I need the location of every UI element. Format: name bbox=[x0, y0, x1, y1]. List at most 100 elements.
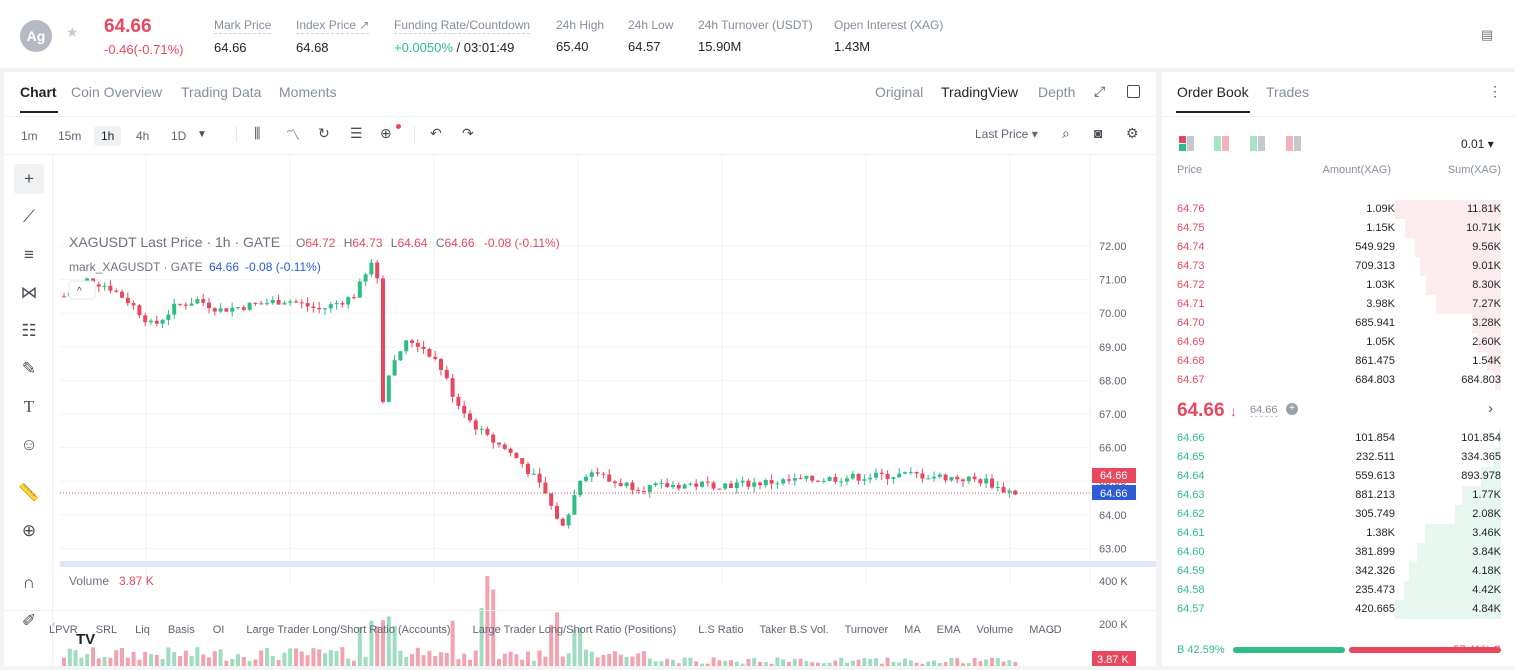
view-bids-icon[interactable] bbox=[1250, 136, 1266, 151]
text-tool-icon[interactable]: T bbox=[23, 397, 35, 416]
tab-moments[interactable]: Moments bbox=[279, 84, 337, 100]
view-original[interactable]: Original bbox=[875, 84, 924, 100]
ask-row[interactable]: 64.73 709.313 9.01K bbox=[1162, 257, 1515, 276]
indicator-item[interactable]: LPVR bbox=[49, 624, 78, 636]
ask-row[interactable]: 64.70 685.941 3.28K bbox=[1162, 314, 1515, 333]
collapse-legend-button[interactable] bbox=[68, 280, 96, 300]
volume-bar bbox=[62, 657, 66, 666]
bid-row[interactable]: 64.65 232.511 334.365 bbox=[1162, 448, 1515, 467]
tab-chart[interactable]: Chart bbox=[20, 84, 57, 100]
timeframe-15m[interactable]: 15m bbox=[58, 129, 82, 143]
indicator-item[interactable]: Large Trader Long/Short Ratio (Positions… bbox=[472, 624, 677, 636]
bid-row[interactable]: 64.66 101.854 101.854 bbox=[1162, 429, 1515, 448]
bid-row[interactable]: 64.58 235.473 4.42K bbox=[1162, 581, 1515, 600]
timeframe-1m[interactable]: 1m bbox=[21, 129, 38, 143]
view-tradingview[interactable]: TradingView bbox=[941, 84, 1019, 100]
indicator-item[interactable]: MACD bbox=[1029, 624, 1062, 636]
indicator-item[interactable]: SRL bbox=[95, 624, 118, 636]
ask-row[interactable]: 64.71 3.98K 7.27K bbox=[1162, 295, 1515, 314]
price-type-select[interactable]: Last Price ▾ bbox=[975, 127, 1038, 141]
view-depth[interactable]: Depth bbox=[1038, 84, 1076, 100]
view-both-icon[interactable] bbox=[1179, 136, 1195, 151]
price-chart[interactable]: 72.0071.0070.0069.0068.0067.0066.0065.00… bbox=[4, 154, 1156, 666]
timeframe-dropdown-icon[interactable]: ▼ bbox=[197, 129, 207, 140]
tab-order-book[interactable]: Order Book bbox=[1177, 84, 1249, 100]
indicator-item[interactable]: EMA bbox=[936, 624, 961, 636]
ask-row[interactable]: 64.68 861.475 1.54K bbox=[1162, 352, 1515, 371]
view-bids-asks-icon[interactable] bbox=[1214, 136, 1230, 151]
candle bbox=[943, 474, 948, 481]
search-icon[interactable]: ⌕ bbox=[1062, 125, 1070, 141]
candle bbox=[276, 300, 281, 305]
timeframe-4h[interactable]: 4h bbox=[136, 129, 150, 143]
zoom-in-icon[interactable]: ⊕ bbox=[21, 521, 37, 540]
ask-row[interactable]: 64.74 549.929 9.56K bbox=[1162, 238, 1515, 257]
bid-row[interactable]: 64.59 342.326 4.18K bbox=[1162, 562, 1515, 581]
window-icon[interactable] bbox=[1127, 85, 1140, 98]
ruler-icon[interactable]: 📏 bbox=[18, 483, 40, 502]
favorite-star-icon[interactable]: ★ bbox=[66, 24, 79, 40]
indicator-item[interactable]: OI bbox=[212, 624, 225, 636]
indicator-item[interactable]: Volume bbox=[976, 624, 1014, 636]
indicator-item[interactable]: L.S Ratio bbox=[698, 624, 744, 636]
volume-bar bbox=[207, 657, 211, 666]
timeframe-1d[interactable]: 1D bbox=[171, 129, 187, 143]
bid-row[interactable]: 64.62 305.749 2.08K bbox=[1162, 505, 1515, 524]
ask-row[interactable]: 64.67 684.803 684.803 bbox=[1162, 371, 1515, 390]
volume-bar bbox=[299, 651, 304, 666]
timeframe-1h[interactable]: 1h bbox=[94, 126, 122, 146]
ask-row[interactable]: 64.75 1.15K 10.71K bbox=[1162, 219, 1515, 238]
tab-trades[interactable]: Trades bbox=[1266, 84, 1310, 100]
ask-row[interactable]: 64.72 1.03K 8.30K bbox=[1162, 276, 1515, 295]
indicator-item[interactable]: Taker B.S Vol. bbox=[759, 624, 829, 636]
camera-icon[interactable]: ◙ bbox=[1094, 125, 1103, 141]
trend-line-icon[interactable]: ⟋ bbox=[23, 207, 35, 226]
chevron-right-icon[interactable]: › bbox=[1050, 622, 1055, 637]
bid-row[interactable]: 64.63 881.213 1.77K bbox=[1162, 486, 1515, 505]
volume-bar bbox=[502, 653, 507, 666]
bid-row[interactable]: 64.64 559.613 893.978 bbox=[1162, 467, 1515, 486]
ask-row[interactable]: 64.76 1.09K 11.81K bbox=[1162, 200, 1515, 219]
bid-row[interactable]: 64.57 420.665 4.84K bbox=[1162, 600, 1515, 619]
bid-row[interactable]: 64.61 1.38K 3.46K bbox=[1162, 524, 1515, 543]
candle bbox=[862, 479, 867, 481]
pane-separator[interactable] bbox=[60, 561, 1156, 567]
add-indicator-icon[interactable]: ⊕ bbox=[380, 125, 392, 141]
book-icon[interactable]: ▤ bbox=[1481, 27, 1494, 42]
indicator-item[interactable]: MA bbox=[904, 624, 921, 636]
chevron-right-icon[interactable]: › bbox=[1488, 400, 1493, 417]
view-asks-icon[interactable] bbox=[1286, 136, 1302, 151]
ask-row[interactable]: 64.69 1.05K 2.60K bbox=[1162, 333, 1515, 352]
bid-row[interactable]: 64.60 381.899 3.84K bbox=[1162, 543, 1515, 562]
indicator-item[interactable]: Basis bbox=[167, 624, 195, 636]
gear-icon[interactable]: ⚙ bbox=[1126, 125, 1139, 141]
info-icon[interactable]: + bbox=[1286, 403, 1298, 415]
volume-bar bbox=[79, 657, 84, 666]
fib-icon[interactable]: ☷ bbox=[21, 321, 37, 340]
indicator-item[interactable]: Liq bbox=[135, 624, 150, 636]
brush-icon[interactable]: ✎ bbox=[21, 359, 37, 378]
stat-index-price[interactable]: Index Price ↗ 64.68 bbox=[296, 18, 370, 55]
more-icon[interactable]: ⋮ bbox=[1488, 83, 1502, 99]
candle-type-icon[interactable]: ⫼ bbox=[254, 125, 261, 141]
tab-trading-data[interactable]: Trading Data bbox=[181, 84, 262, 100]
tab-coin-overview[interactable]: Coin Overview bbox=[71, 84, 163, 100]
indicator-item[interactable]: Turnover bbox=[844, 624, 889, 636]
pattern-icon[interactable]: ⋈ bbox=[20, 283, 38, 302]
undo-icon[interactable]: ↶ bbox=[430, 125, 442, 141]
indicators-icon[interactable]: 〽 bbox=[286, 127, 300, 143]
horizontal-lines-icon[interactable]: ≡ bbox=[24, 245, 34, 264]
redo-icon[interactable]: ↷ bbox=[462, 125, 474, 141]
emoji-icon[interactable]: ☺ bbox=[20, 435, 38, 454]
expand-sidebar-icon[interactable]: ‹ bbox=[52, 619, 55, 630]
indicator-item[interactable]: Large Trader Long/Short Ratio (Accounts) bbox=[246, 624, 451, 636]
replay-icon[interactable]: ↻ bbox=[318, 125, 330, 141]
magnet-icon[interactable]: ∩ bbox=[22, 573, 36, 592]
precision-select[interactable]: 0.01 ▾ bbox=[1461, 137, 1494, 151]
pencil-lock-icon[interactable]: ✐ bbox=[21, 611, 37, 630]
volume-bar bbox=[456, 659, 461, 666]
settings-list-icon[interactable]: ☰ bbox=[350, 125, 363, 141]
crosshair-icon[interactable]: + bbox=[14, 164, 44, 194]
expand-icon[interactable]: ⤢ bbox=[1094, 83, 1106, 99]
candle bbox=[949, 476, 954, 481]
